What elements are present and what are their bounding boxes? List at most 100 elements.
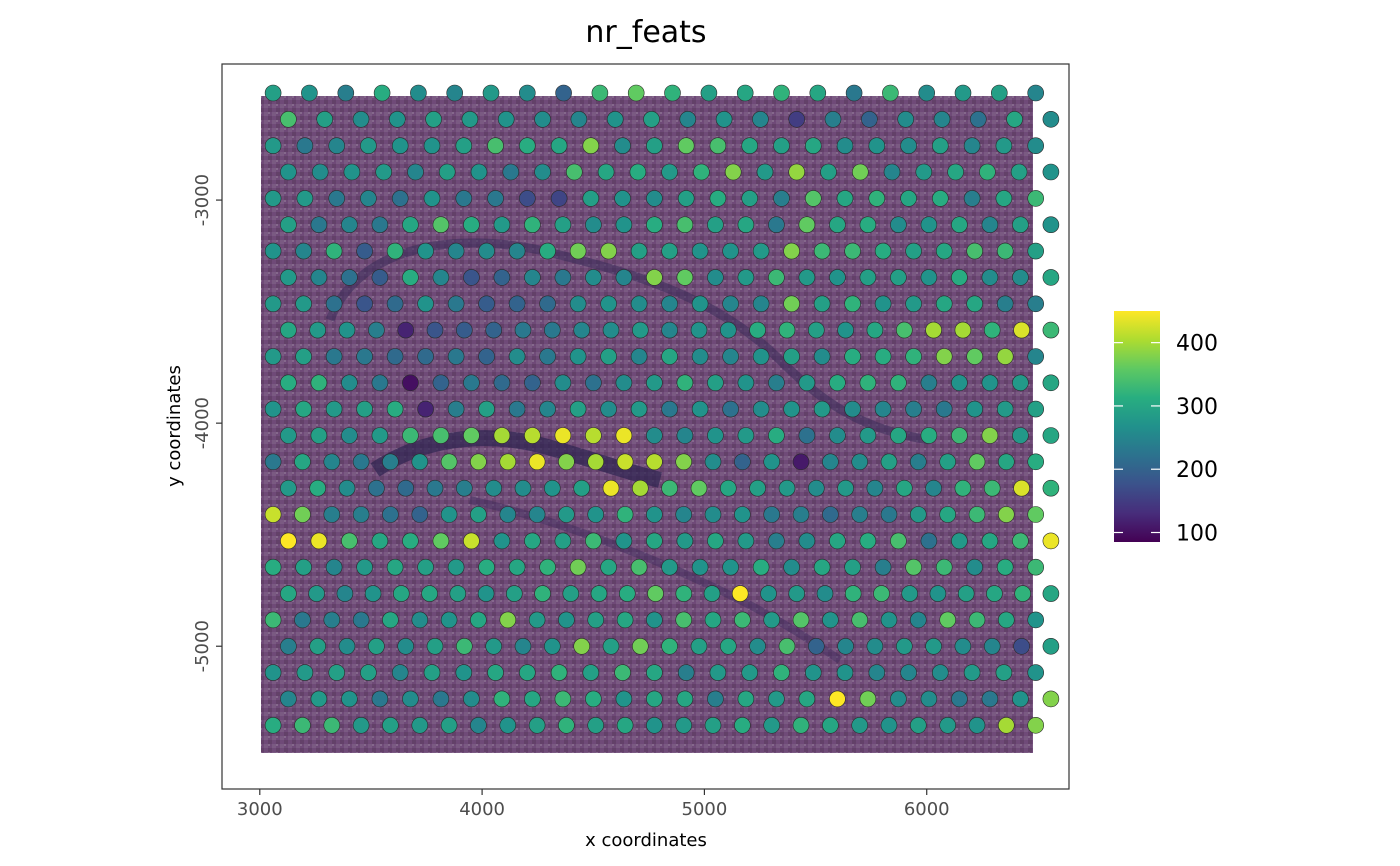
spot xyxy=(264,611,282,629)
spot xyxy=(264,348,282,365)
spot xyxy=(364,585,382,602)
spot xyxy=(627,84,645,102)
spot xyxy=(951,216,968,233)
spot xyxy=(768,690,785,708)
spot xyxy=(661,558,678,576)
spot xyxy=(587,716,605,734)
spot xyxy=(763,611,781,629)
spot xyxy=(719,479,737,497)
spot xyxy=(295,295,312,313)
spot xyxy=(861,111,878,128)
spot xyxy=(582,664,600,681)
spot xyxy=(447,348,465,365)
spot xyxy=(591,84,609,102)
spot xyxy=(883,163,901,181)
spot xyxy=(341,269,358,286)
spot xyxy=(421,585,438,602)
spot xyxy=(749,321,766,339)
spot xyxy=(646,664,663,681)
spot xyxy=(615,216,633,233)
spot xyxy=(461,111,479,128)
spot xyxy=(455,190,473,207)
spot xyxy=(859,427,877,444)
spot xyxy=(763,453,781,471)
spot xyxy=(845,84,863,102)
spot xyxy=(505,585,523,602)
spot xyxy=(996,558,1014,576)
spot xyxy=(768,374,785,392)
spot xyxy=(737,216,755,233)
spot xyxy=(851,716,869,734)
spot xyxy=(920,269,938,286)
spot xyxy=(600,242,617,260)
spot xyxy=(325,348,343,365)
spot xyxy=(423,137,441,154)
spot xyxy=(600,348,617,365)
spot xyxy=(836,664,854,681)
spot xyxy=(829,216,846,233)
spot xyxy=(630,348,648,365)
spot xyxy=(844,585,862,602)
spot xyxy=(900,190,917,207)
spot xyxy=(1012,216,1029,233)
spot xyxy=(709,664,727,681)
spot xyxy=(455,637,473,655)
spot xyxy=(508,242,526,260)
spot xyxy=(931,190,949,207)
spot xyxy=(565,163,583,181)
spot xyxy=(1027,348,1044,365)
spot xyxy=(336,585,354,602)
spot xyxy=(280,479,297,497)
spot xyxy=(788,163,806,181)
spot xyxy=(734,506,751,523)
spot xyxy=(675,585,693,602)
spot xyxy=(417,348,434,365)
spot xyxy=(882,84,899,102)
spot xyxy=(310,374,328,392)
colorbar-tick-label: 200 xyxy=(1176,458,1218,483)
spot xyxy=(470,506,487,523)
spot xyxy=(308,585,325,602)
spot xyxy=(880,453,898,471)
spot xyxy=(386,558,404,576)
spot xyxy=(294,453,311,471)
spot xyxy=(768,427,785,444)
spot xyxy=(280,321,297,339)
spot xyxy=(447,400,465,418)
spot xyxy=(615,269,633,286)
spot xyxy=(798,216,816,233)
spot xyxy=(1042,374,1060,392)
spot xyxy=(368,479,385,497)
spot xyxy=(493,427,511,444)
spot xyxy=(539,558,556,576)
spot xyxy=(1042,427,1060,444)
spot xyxy=(386,400,404,418)
spot xyxy=(890,216,907,233)
spot xyxy=(356,400,373,418)
spot xyxy=(737,532,755,550)
spot xyxy=(482,84,500,102)
spot xyxy=(569,400,587,418)
spot xyxy=(309,479,327,497)
spot xyxy=(528,506,546,523)
spot xyxy=(643,111,660,128)
spot xyxy=(798,532,816,550)
spot xyxy=(391,664,409,681)
spot xyxy=(397,321,415,339)
spot xyxy=(264,400,282,418)
spot xyxy=(707,532,724,550)
spot xyxy=(570,111,588,128)
spot xyxy=(704,453,722,471)
colorbar-gradient xyxy=(1114,311,1160,542)
spot xyxy=(325,242,343,260)
spot xyxy=(550,664,568,681)
spot xyxy=(616,611,634,629)
spot xyxy=(691,242,709,260)
spot xyxy=(600,295,617,313)
spot xyxy=(661,242,678,260)
spot xyxy=(1042,637,1060,655)
spot xyxy=(534,111,551,128)
spot xyxy=(371,427,389,444)
spot xyxy=(558,506,575,523)
spot xyxy=(463,374,480,392)
